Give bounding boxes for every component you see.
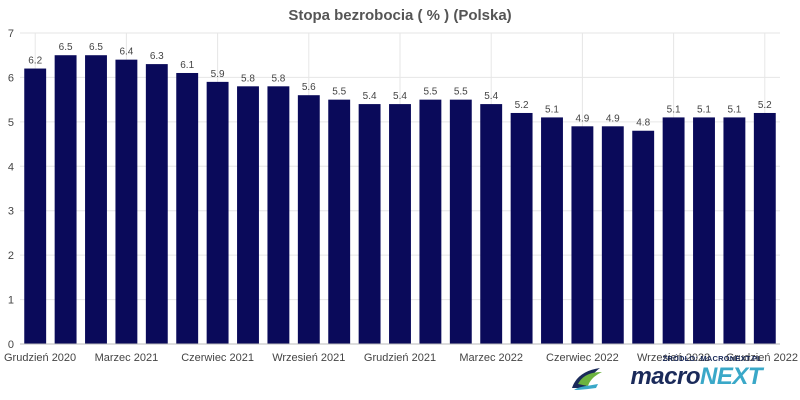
x-tick-label: Wrzesień 2022 xyxy=(637,352,710,364)
y-tick-label: 7 xyxy=(8,28,14,40)
bar xyxy=(145,64,168,344)
data-label: 5.1 xyxy=(727,104,741,115)
data-label: 6.3 xyxy=(150,51,164,62)
bar xyxy=(632,130,655,344)
source-credit: ŹRÓDŁO: MACRONEXT.PL macroNEXT xyxy=(570,354,770,396)
y-tick-label: 4 xyxy=(8,161,14,173)
bar xyxy=(389,104,411,344)
brand-logo-text: macroNEXT xyxy=(630,363,762,391)
bar xyxy=(419,99,442,345)
bar xyxy=(85,55,107,344)
data-label: 5.1 xyxy=(697,104,711,115)
x-tick-label: Grudzień 2020 xyxy=(4,352,76,364)
data-label: 4.9 xyxy=(606,113,620,124)
data-label: 5.8 xyxy=(241,73,255,84)
bar xyxy=(297,95,320,344)
bar xyxy=(54,55,77,344)
x-tick-label: Marzec 2021 xyxy=(95,352,159,364)
y-tick-label: 5 xyxy=(8,117,14,129)
data-label: 6.1 xyxy=(180,60,194,71)
x-tick-label: Grudzień 2022 xyxy=(726,352,798,364)
bar xyxy=(662,117,685,345)
x-tick-label: Marzec 2022 xyxy=(459,352,523,364)
data-label: 5.4 xyxy=(363,91,377,102)
bar xyxy=(541,117,563,345)
x-tick-label: Czerwiec 2022 xyxy=(546,352,619,364)
data-label: 5.2 xyxy=(758,100,772,111)
data-label: 5.4 xyxy=(484,91,498,102)
x-tick-label: Grudzień 2021 xyxy=(364,352,436,364)
data-label: 4.8 xyxy=(636,118,650,129)
y-tick-label: 2 xyxy=(8,250,14,262)
data-label: 5.1 xyxy=(667,104,681,115)
data-label: 5.9 xyxy=(211,69,225,80)
y-tick-label: 6 xyxy=(8,72,14,84)
data-label: 5.5 xyxy=(332,87,346,98)
data-label: 5.5 xyxy=(423,87,437,98)
data-label: 6.2 xyxy=(28,56,42,67)
data-label: 6.4 xyxy=(119,47,133,58)
brand-main: macro xyxy=(630,363,700,390)
brand-accent: NEXT xyxy=(699,363,763,390)
bar xyxy=(328,99,351,345)
bar xyxy=(601,126,624,344)
data-label: 5.5 xyxy=(454,87,468,98)
y-tick-label: 0 xyxy=(8,339,14,351)
bar xyxy=(206,81,229,344)
bar xyxy=(267,86,290,345)
source-label: ŹRÓDŁO: MACRONEXT.PL xyxy=(662,354,762,363)
bar xyxy=(753,112,776,344)
x-tick-label: Czerwiec 2021 xyxy=(181,352,254,364)
data-label: 5.6 xyxy=(302,82,316,93)
data-label: 5.8 xyxy=(271,73,285,84)
bar xyxy=(24,68,47,345)
bar xyxy=(480,104,503,344)
bar xyxy=(723,117,746,345)
bar xyxy=(176,72,199,344)
data-label: 5.1 xyxy=(545,104,559,115)
bar xyxy=(237,86,259,345)
x-tick-label: Wrzesień 2021 xyxy=(272,352,345,364)
bar xyxy=(510,112,533,344)
data-label: 5.2 xyxy=(515,100,529,111)
data-label: 6.5 xyxy=(59,42,73,53)
bar xyxy=(115,59,138,345)
macronext-logo-icon xyxy=(572,368,602,390)
bar xyxy=(571,126,594,344)
data-label: 4.9 xyxy=(575,113,589,124)
y-tick-label: 1 xyxy=(8,295,14,307)
data-label: 5.4 xyxy=(393,91,407,102)
data-label: 6.5 xyxy=(89,42,103,53)
bar xyxy=(449,99,472,345)
bar xyxy=(358,104,381,344)
y-tick-label: 3 xyxy=(8,206,14,218)
chart-title: Stopa bezrobocia ( % ) (Polska) xyxy=(288,7,511,24)
bar xyxy=(693,117,715,345)
